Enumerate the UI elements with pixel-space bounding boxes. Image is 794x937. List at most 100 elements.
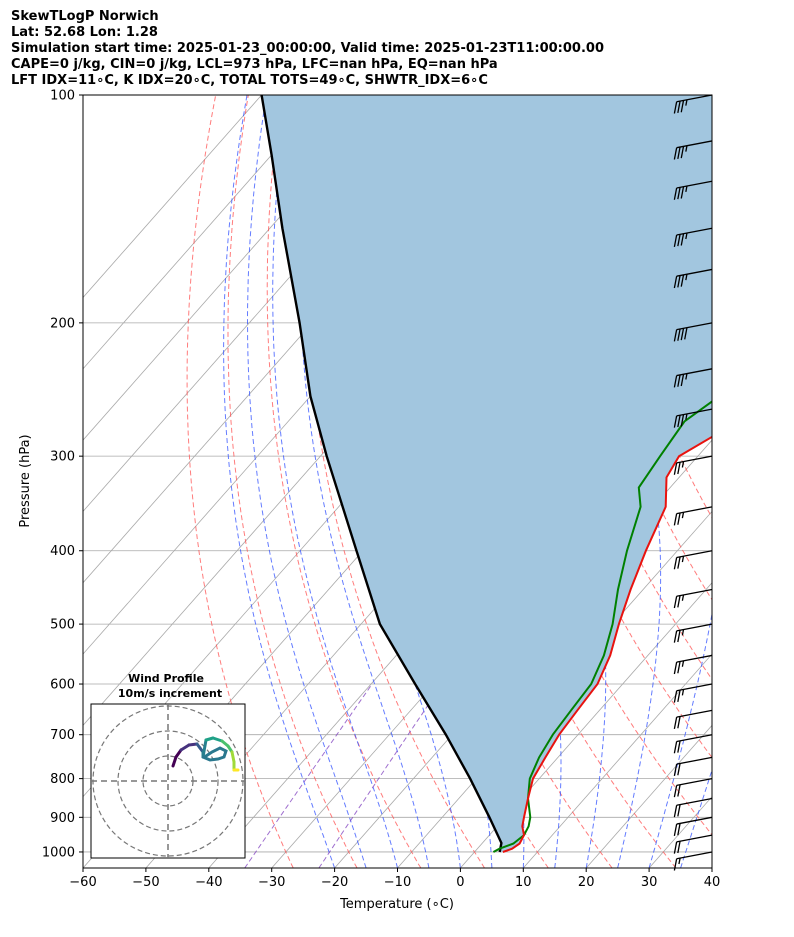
wind-barb xyxy=(673,756,713,777)
barb-feather xyxy=(677,740,681,753)
barb-staff xyxy=(676,368,713,377)
wind-barb xyxy=(673,550,713,570)
barb-feather xyxy=(680,374,685,387)
barb-half-feather xyxy=(685,274,688,281)
barb-feather xyxy=(680,233,685,246)
barb-feather xyxy=(673,329,678,342)
wind-barb xyxy=(673,834,713,854)
barb-feather xyxy=(677,689,681,703)
barb-feather xyxy=(680,414,685,427)
location-label: Lat: 52.68 Lon: 1.28 xyxy=(11,25,158,40)
barb-feather xyxy=(673,785,678,798)
barb-half-feather xyxy=(685,232,688,240)
indices-label-1: CAPE=0 j/kg, CIN=0 j/kg, LCL=973 hPa, LF… xyxy=(11,57,498,72)
wind-barb xyxy=(673,180,713,200)
barb-half-feather xyxy=(681,556,685,563)
barb-feather xyxy=(677,512,681,525)
hodograph-ring xyxy=(117,730,219,832)
barb-staff xyxy=(676,683,713,692)
wind-barb xyxy=(673,268,713,289)
isotherm-line xyxy=(460,582,712,868)
y-tick-label: 800 xyxy=(50,772,75,787)
barb-staff xyxy=(676,756,713,765)
wind-barb xyxy=(673,777,713,798)
barb-feather xyxy=(673,662,678,675)
mixing-ratio-line xyxy=(318,683,443,868)
isotherm-line xyxy=(585,724,712,868)
dry-adiabat xyxy=(737,95,794,868)
barb-feather xyxy=(677,841,681,854)
x-tick-label: −40 xyxy=(195,875,222,890)
wind-barb xyxy=(673,623,713,643)
barb-staff xyxy=(676,834,713,843)
dry-adiabat xyxy=(227,95,358,868)
y-tick-label: 500 xyxy=(50,618,75,633)
time-label: Simulation start time: 2025-01-23_00:00:… xyxy=(11,41,604,56)
barb-half-feather xyxy=(685,185,688,193)
barb-feather xyxy=(673,716,678,729)
barb-feather xyxy=(673,375,678,388)
barb-staff xyxy=(676,550,713,559)
barb-staff xyxy=(676,140,713,149)
barb-feather xyxy=(673,630,678,643)
isotherm-line xyxy=(711,867,712,868)
barb-feather xyxy=(673,513,678,526)
barb-feather xyxy=(673,858,678,871)
hodograph: Wind Profile 10m/s increment xyxy=(90,672,246,859)
hodograph-subtitle: 10m/s increment xyxy=(118,687,222,700)
barb-feather xyxy=(673,805,678,818)
isotherm-line xyxy=(83,95,388,441)
wind-barb xyxy=(673,588,713,609)
wind-barb xyxy=(673,322,713,342)
dry-adiabat xyxy=(769,95,794,868)
barb-feather xyxy=(673,276,678,289)
barb-feather xyxy=(677,804,681,817)
hodograph-trace-segment xyxy=(179,743,191,752)
barb-feather xyxy=(680,328,685,341)
barb-feather xyxy=(673,596,678,609)
barb-feather xyxy=(677,462,681,475)
y-tick-label: 600 xyxy=(50,678,75,693)
barb-staff xyxy=(676,455,713,464)
y-tick-label: 900 xyxy=(50,811,75,826)
barb-staff xyxy=(676,623,713,632)
barb-staff xyxy=(676,654,713,663)
barb-feather xyxy=(673,101,678,114)
x-tick-label: −30 xyxy=(258,875,285,890)
parcel-profile-line xyxy=(260,95,503,853)
moist-adiabat xyxy=(223,95,336,868)
barb-feather xyxy=(677,661,681,674)
hodograph-trace-segment xyxy=(171,755,178,768)
chart-title: SkewTLogP Norwich xyxy=(11,9,159,24)
moist-adiabat xyxy=(247,95,367,868)
barb-feather xyxy=(673,415,678,428)
x-tick-label: 0 xyxy=(456,875,464,890)
barb-half-feather xyxy=(681,689,685,696)
x-tick-label: −10 xyxy=(384,875,411,890)
x-tick-label: 20 xyxy=(578,875,595,890)
barb-feather xyxy=(677,784,681,797)
barb-feather xyxy=(680,100,685,113)
barb-half-feather xyxy=(685,99,688,106)
wind-barb xyxy=(673,368,713,388)
isotherm-line xyxy=(523,653,712,868)
barb-staff xyxy=(676,94,713,103)
y-tick-label: 700 xyxy=(50,728,75,743)
x-tick-label: 30 xyxy=(641,875,658,890)
barb-feather xyxy=(677,823,681,836)
x-tick-label: 40 xyxy=(704,875,721,890)
y-tick-label: 1000 xyxy=(42,845,75,860)
wind-barb xyxy=(673,227,713,247)
barb-staff xyxy=(676,734,713,743)
x-tick-label: −50 xyxy=(132,875,159,890)
barb-staff xyxy=(676,816,713,825)
barb-staff xyxy=(676,709,713,718)
hodograph-trace-loop xyxy=(201,746,228,762)
parcel-shade-area xyxy=(261,95,712,852)
barb-feather xyxy=(677,763,681,776)
hodograph-plot xyxy=(91,704,245,858)
barb-staff xyxy=(676,227,713,236)
wind-barb xyxy=(673,654,713,675)
barb-feather xyxy=(677,415,681,428)
